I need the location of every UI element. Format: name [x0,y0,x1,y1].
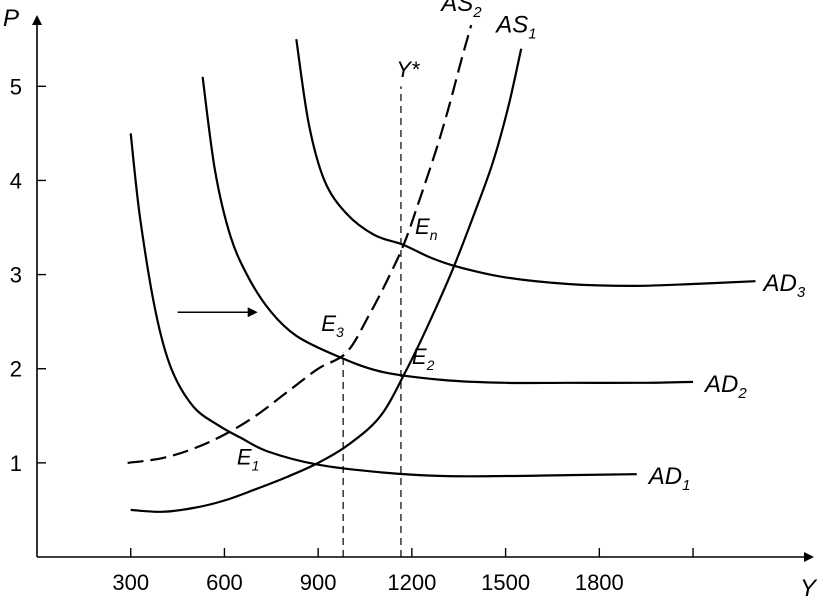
y-tick-label: 4 [10,168,22,193]
ad2-label: AD2 [703,371,747,402]
ad1-label: AD1 [647,463,691,494]
ad1-curve [129,133,637,478]
x-tick-label: 300 [112,570,149,595]
x-tick-label: 1800 [575,570,624,595]
x-tick-label: 900 [300,570,337,595]
x-tick-label: 1200 [387,570,436,595]
y-star-label: Y* [396,57,421,82]
y-tick-label: 3 [10,263,22,288]
ad2-curve [201,76,694,385]
labels: Y P 300 600 900 1200 1500 1800 1 2 3 4 5 AD1 AD2 AD3 AS1… [3,0,818,602]
as2-curve [127,24,473,464]
guide-lines [342,86,402,557]
as1-curve [130,48,523,513]
y-tick-label: 1 [10,451,22,476]
x-tick-label: 600 [206,570,243,595]
x-tick-label: 1500 [481,570,530,595]
curves [127,24,756,513]
axes [32,15,814,562]
e1-label: E1 [237,445,259,474]
as2-label: AS2 [439,0,482,21]
y-axis-label: P [3,5,19,32]
ad3-label: AD3 [762,270,806,301]
e2-label: E2 [412,344,435,373]
x-axis-label: Y [800,575,818,602]
y-tick-label: 2 [10,357,22,382]
e3-label: E3 [321,311,344,340]
y-tick-label: 5 [10,74,22,99]
as1-label: AS1 [494,12,536,43]
ad3-curve [295,39,756,288]
en-label: En [415,214,438,243]
